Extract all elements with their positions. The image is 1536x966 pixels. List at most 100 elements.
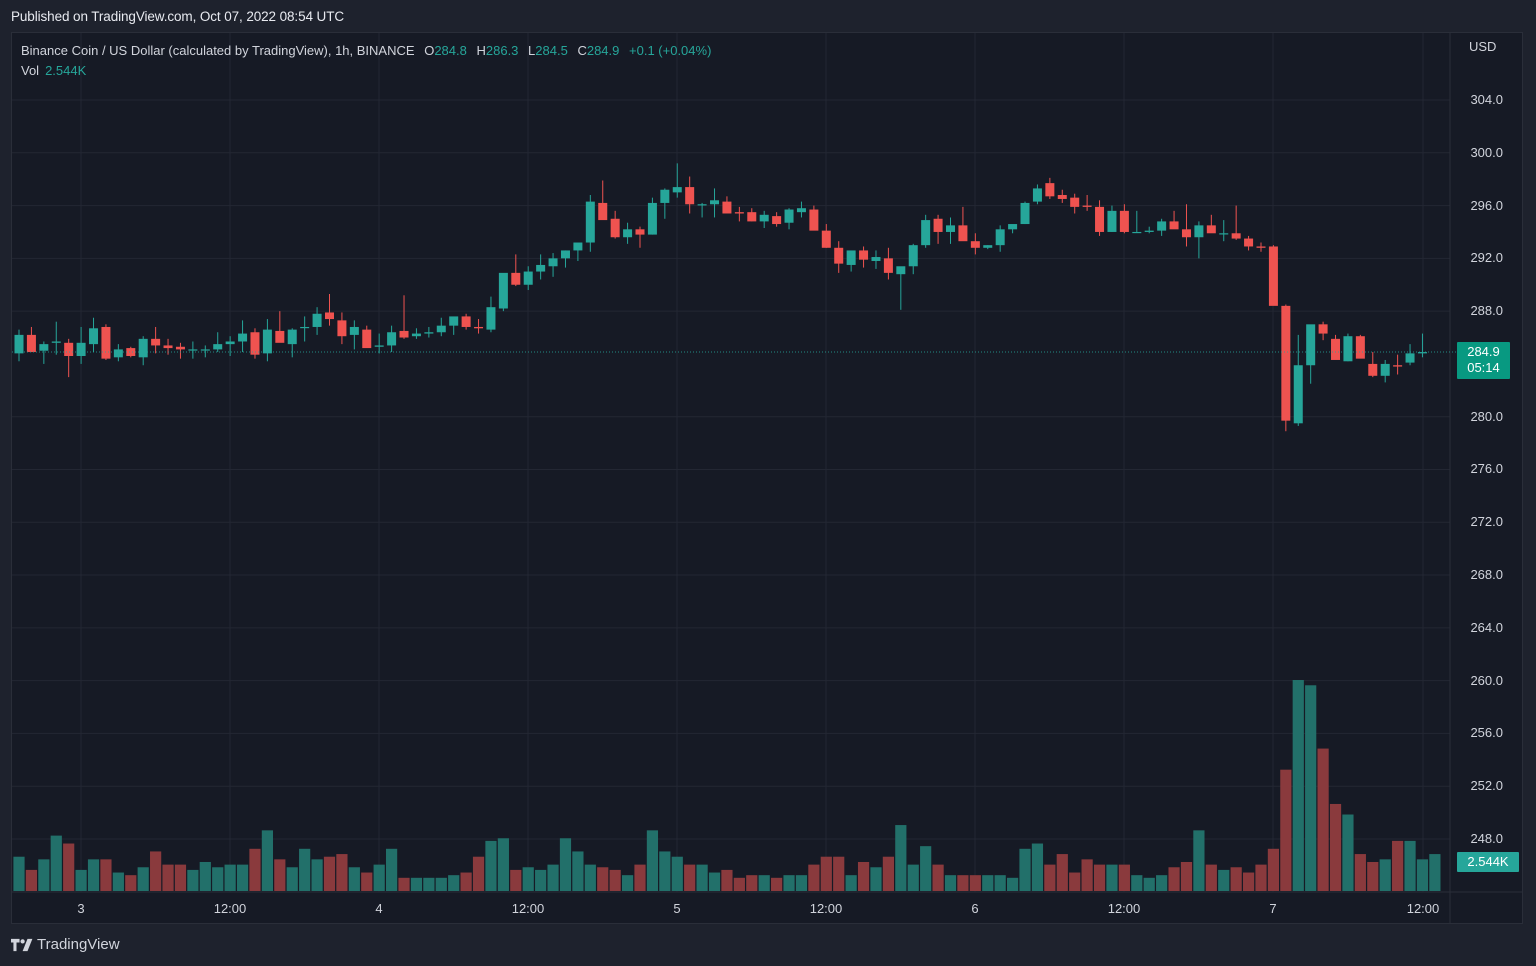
volume-bar [584,864,596,891]
price-tick-label: 268.0 [1470,567,1503,583]
volume-value: 2.544K [45,63,87,78]
volume-bar [621,875,634,891]
volume-bar [460,872,472,891]
candle-body [921,220,931,246]
candle-body [635,229,645,235]
high-key: H [476,43,486,58]
price-tick-label: 304.0 [1470,92,1503,107]
volume-bar [1317,748,1329,891]
candle-body [1417,352,1427,354]
low-key: L [528,43,536,58]
candle-body [337,320,347,337]
candle-body [1219,233,1229,235]
volume-bar [783,875,795,891]
time-tick-label: 12:00 [511,901,545,916]
candle-body [51,341,61,343]
candle-body [287,329,297,345]
candle-body [585,201,595,243]
candle-body [225,341,235,345]
volume-bar [87,859,100,891]
symbol-legend: Binance Coin / US Dollar (calculated by … [21,41,711,61]
volume-bar [1218,869,1230,891]
volume-bar [50,835,62,891]
candle-body [1095,206,1105,232]
volume-bar [485,840,497,891]
candle-body [387,332,397,346]
volume-bar [1205,864,1217,891]
volume-bar [386,848,398,891]
volume-bar [857,861,870,891]
candle-body [623,229,633,238]
volume-bar [1156,875,1168,891]
tradingview-brand[interactable]: TradingView [11,936,120,953]
candle-body [312,313,322,327]
time-tick-label: 12:00 [809,901,843,916]
volume-bar [746,875,758,891]
candle-body [1268,246,1278,306]
price-tick-label: 280.0 [1470,408,1503,424]
candle-body [1144,230,1154,232]
candle-body [461,316,471,327]
volume-bar [150,851,162,891]
volume-bar [1267,848,1280,891]
candle-body [1343,336,1353,362]
volume-bar [1193,830,1205,891]
candle-body [672,187,682,193]
volume-bar [336,854,348,891]
candle-body [1405,353,1415,363]
candle-body [175,346,185,350]
candle-body [759,214,769,222]
volume-bar [671,856,683,891]
candle-body [138,338,148,358]
volume-bar [547,864,559,891]
volume-bar [659,851,671,891]
volume-key: Vol [21,63,40,78]
candle-body [1331,338,1341,360]
chart-pane[interactable] [11,32,1523,924]
volume-bar [795,875,808,891]
brand-name: TradingView [37,936,120,953]
volume-bar [100,859,112,891]
candle-body [647,202,657,235]
time-tick-label: 7 [1269,901,1277,916]
candle-body [126,348,136,357]
volume-bar [895,825,907,891]
volume-bar [224,864,236,891]
volume-bar [1230,867,1242,891]
time-tick-label: 3 [77,901,85,916]
candle-body [1181,229,1191,238]
candle-body [163,345,173,349]
last-volume-tag: 2.544K [1457,852,1519,872]
published-caption: Published on TradingView.com, Oct 07, 20… [11,9,344,24]
volume-bar [1280,769,1292,891]
volume-bar [646,830,659,891]
volume-bar [199,861,211,891]
volume-bar [361,872,373,891]
price-tick-label: 272.0 [1470,514,1503,530]
volume-bar [112,872,124,891]
last-price-tag: 284.9 05:14 [1457,342,1510,379]
candle-body [1082,205,1092,207]
price-tick-label: 248.0 [1470,830,1503,846]
candle-body [958,225,968,242]
candle-body [1244,238,1254,247]
volume-bar [249,848,261,891]
candle-body [300,326,310,329]
candle-body [710,200,720,205]
candle-body [821,230,831,248]
volume-bar [212,867,224,891]
volume-bar [1292,680,1304,891]
volume-bar [448,875,460,891]
volume-bar [125,875,137,891]
volume-bar [162,864,174,891]
candle-body [946,225,955,232]
candle-body [1045,183,1055,197]
candle-body [151,338,161,346]
candle-body [200,349,210,351]
volume-bar [1168,867,1180,891]
candle-body [933,218,943,232]
volume-bar [696,864,708,891]
candle-body [1293,365,1303,424]
candle-body [325,312,334,320]
